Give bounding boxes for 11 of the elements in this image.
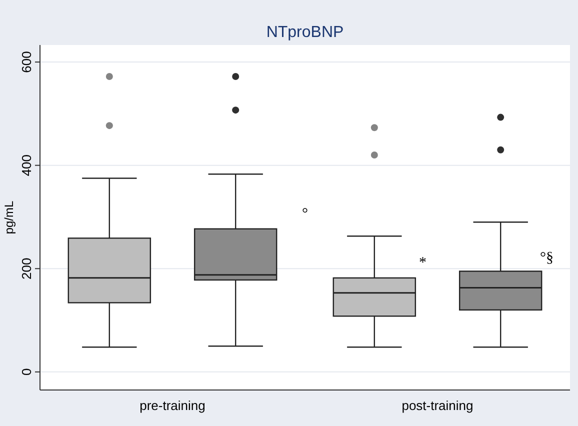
y-tick-label: 600	[19, 51, 34, 73]
y-tick-label: 0	[19, 368, 34, 376]
x-tick-label: pre-training	[140, 398, 206, 413]
y-tick-label: 200	[19, 258, 34, 280]
x-tick-label: post-training	[402, 398, 474, 413]
annotation: °	[302, 206, 308, 222]
chart-title: NTproBNP	[266, 24, 344, 41]
annotation: *	[419, 255, 426, 271]
y-tick-label: 400	[19, 154, 34, 176]
y-axis-title: pg/mL	[2, 200, 16, 234]
annotation: °§	[540, 250, 554, 266]
